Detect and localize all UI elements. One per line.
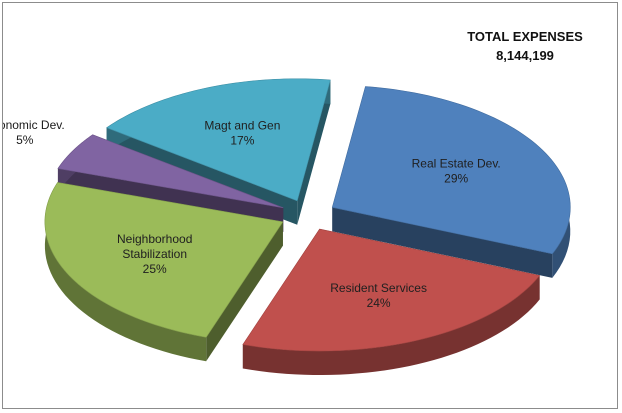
slice-economic-dev	[57, 134, 284, 232]
slice-label-economic-dev: Economic Dev.5%	[3, 118, 65, 147]
slice-name: Real Estate Dev.	[412, 157, 501, 171]
slice-top	[44, 182, 284, 338]
slices-layer	[44, 78, 571, 376]
slice-name: Magt and Gen	[204, 119, 280, 133]
slice-label-resident-services: Resident Services 24%	[330, 281, 427, 310]
slice-percent: 25%	[143, 262, 167, 276]
slice-top	[331, 86, 571, 255]
chart-total: 8,144,199	[496, 48, 554, 63]
slice-percent: 24%	[367, 296, 391, 310]
slice-resident-services	[242, 228, 541, 376]
slice-percent: 5%	[16, 133, 34, 147]
slice-side-wall	[297, 79, 331, 225]
slice-label-magt-and-gen: Magt and Gen 17%	[204, 119, 280, 148]
slice-outer-wall	[44, 182, 207, 362]
slice-neighborhood-stabilization	[44, 182, 284, 362]
slice-top	[242, 228, 541, 352]
slice-outer-wall	[242, 275, 540, 376]
chart-frame: Real Estate Dev. 29% Resident Services 24% N…	[2, 2, 618, 409]
slice-name: Stabilization	[122, 247, 187, 261]
slice-label-real-estate-dev: Real Estate Dev. 29%	[412, 157, 501, 186]
chart-title: TOTAL EXPENSES	[467, 29, 583, 44]
labels-layer: Real Estate Dev. 29% Resident Services 24% N…	[3, 118, 501, 310]
slice-real-estate-dev	[331, 86, 571, 278]
slice-name: Resident Services	[330, 281, 427, 295]
slice-name: Neighborhood	[117, 232, 192, 246]
slice-top	[106, 78, 331, 202]
slice-side-wall	[206, 221, 283, 362]
slice-percent: 29%	[444, 172, 468, 186]
slice-label-neighborhood-stabilization: Neighborhood Stabilization 25%	[117, 232, 192, 276]
slice-top	[57, 134, 284, 209]
slice-percent: 17%	[230, 134, 254, 148]
slice-name: Economic Dev.	[3, 118, 65, 132]
pie-chart: Real Estate Dev. 29% Resident Services 24% N…	[3, 29, 583, 376]
slice-side-wall	[332, 207, 553, 278]
